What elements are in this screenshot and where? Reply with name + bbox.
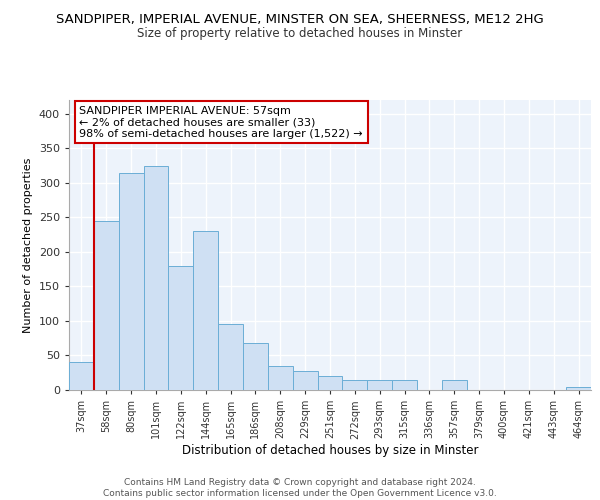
Y-axis label: Number of detached properties: Number of detached properties	[23, 158, 33, 332]
Bar	[268, 366, 293, 390]
Text: SANDPIPER IMPERIAL AVENUE: 57sqm
← 2% of detached houses are smaller (33)
98% of: SANDPIPER IMPERIAL AVENUE: 57sqm ← 2% of…	[79, 106, 363, 139]
Bar	[293, 370, 317, 390]
X-axis label: Distribution of detached houses by size in Minster: Distribution of detached houses by size …	[182, 444, 478, 457]
Text: SANDPIPER, IMPERIAL AVENUE, MINSTER ON SEA, SHEERNESS, ME12 2HG: SANDPIPER, IMPERIAL AVENUE, MINSTER ON S…	[56, 12, 544, 26]
Bar	[566, 386, 591, 390]
Bar	[218, 324, 243, 390]
Bar	[119, 172, 143, 390]
Bar	[317, 376, 343, 390]
Bar	[442, 380, 467, 390]
Text: Contains HM Land Registry data © Crown copyright and database right 2024.
Contai: Contains HM Land Registry data © Crown c…	[103, 478, 497, 498]
Bar	[367, 380, 392, 390]
Bar	[243, 343, 268, 390]
Bar	[392, 380, 417, 390]
Bar	[169, 266, 193, 390]
Bar	[69, 362, 94, 390]
Bar	[193, 231, 218, 390]
Bar	[343, 380, 367, 390]
Bar	[143, 166, 169, 390]
Text: Size of property relative to detached houses in Minster: Size of property relative to detached ho…	[137, 28, 463, 40]
Bar	[94, 221, 119, 390]
